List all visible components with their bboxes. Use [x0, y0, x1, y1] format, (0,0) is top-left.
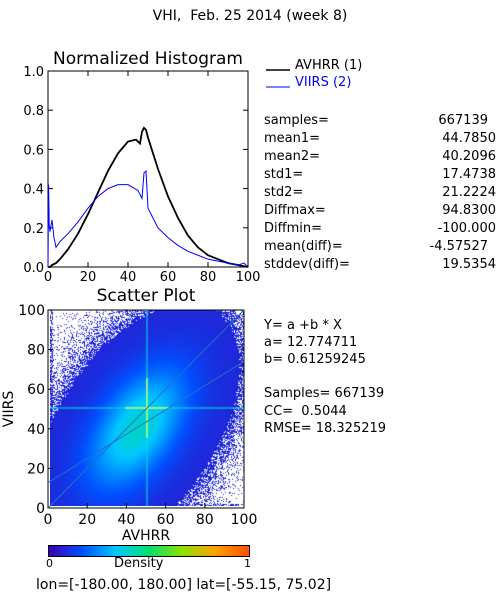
legend-viirs-label: VIIRS (2)	[295, 75, 351, 90]
density-colorbar	[48, 545, 250, 557]
scatter-x-tick-label: 40	[117, 512, 135, 528]
hist-y-tick-label: 0.4	[23, 183, 44, 198]
scatter-x-tick-label: 0	[44, 512, 53, 528]
scatter-y-tick-label: 100	[18, 303, 45, 319]
stat-label: Diffmax=	[264, 203, 326, 218]
hist-x-tick-label: 40	[120, 270, 137, 285]
avhrr-series-line	[48, 126, 249, 268]
regression-slope: b= 0.61259245	[264, 352, 366, 367]
hist-y-tick-label: 1.0	[23, 65, 44, 80]
hist-y-tick-label: 0.2	[23, 222, 44, 237]
spatial-extent-footer: lon=[-180.00, 180.00] lat=[-55.15, 75.02…	[36, 577, 332, 593]
hist-x-tick-label: 20	[80, 270, 97, 285]
scatter-y-tick-label: 40	[27, 422, 45, 438]
scatter-x-tick-label: 100	[231, 512, 258, 528]
scatter-rmse: RMSE= 18.325219	[264, 421, 387, 436]
stat-value: 40.2096	[442, 149, 496, 164]
viirs-series-line	[47, 169, 249, 268]
scatter-correlation: CC= 0.5044	[264, 404, 347, 419]
scatter-x-tick-label: 20	[78, 512, 96, 528]
scatter-y-tick-label: 0	[36, 501, 45, 517]
scatter-samples: Samples= 667139	[264, 386, 385, 401]
stat-value: 94.8300	[442, 203, 496, 218]
stat-value: -4.57527	[429, 239, 488, 254]
page-title: VHI, Feb. 25 2014 (week 8)	[152, 8, 348, 24]
stat-value: -100.000	[437, 221, 496, 236]
stat-label: samples=	[264, 113, 329, 128]
stat-value: 667139	[438, 113, 488, 128]
legend-avhrr-label: AVHRR (1)	[295, 58, 362, 73]
scatter-title: Scatter Plot	[96, 286, 196, 306]
scatter-density-plot	[50, 310, 244, 506]
hist-y-tick-label: 0.8	[23, 104, 44, 119]
stat-label: Diffmin=	[264, 221, 322, 236]
scatter-x-tick-label: 60	[157, 512, 175, 528]
regression-equation: Y= a +b * X	[264, 318, 342, 333]
stat-label: std1=	[264, 167, 304, 182]
hist-x-tick-label: 100	[236, 270, 261, 285]
colorbar-max-label: 1	[244, 557, 251, 570]
histogram-series	[47, 126, 249, 268]
regression-intercept: a= 12.774711	[264, 335, 358, 350]
scatter-x-tick-label: 80	[196, 512, 214, 528]
stat-value: 21.2224	[442, 185, 496, 200]
stat-label: mean2=	[264, 149, 321, 164]
histogram-plot-frame	[47, 70, 249, 268]
histogram-axes: 0 20 40 60 80 100 0.0 0.2 0.4 0.6 0.8 1.0	[23, 65, 260, 285]
stat-label: std2=	[264, 185, 304, 200]
stat-label: mean1=	[264, 131, 321, 146]
hist-y-tick-label: 0.6	[23, 143, 44, 158]
histogram-title: Normalized Histogram	[53, 49, 243, 69]
colorbar-min-label: 0	[46, 557, 53, 570]
hist-x-tick-label: 60	[160, 270, 177, 285]
scatter-x-axis-label: AVHRR	[122, 528, 171, 544]
scatter-y-tick-label: 20	[27, 461, 45, 477]
stat-label: mean(diff)=	[264, 239, 343, 254]
scatter-y-tick-label: 80	[27, 343, 45, 359]
colorbar-title: Density	[114, 556, 164, 571]
stat-label: stddev(diff)=	[264, 257, 350, 272]
stat-value: 17.4738	[442, 167, 496, 182]
stat-value: 44.7850	[442, 131, 496, 146]
scatter-y-axis-label: VIIRS	[1, 391, 17, 428]
stat-value: 19.5354	[442, 257, 496, 272]
hist-y-tick-label: 0.0	[23, 261, 44, 276]
scatter-y-tick-label: 60	[27, 382, 45, 398]
hist-x-tick-label: 80	[200, 270, 217, 285]
hist-x-tick-label: 0	[44, 270, 52, 285]
histogram-chart: Normalized Histogram 0 20 40 60 80 1000.00.20…	[23, 49, 362, 285]
